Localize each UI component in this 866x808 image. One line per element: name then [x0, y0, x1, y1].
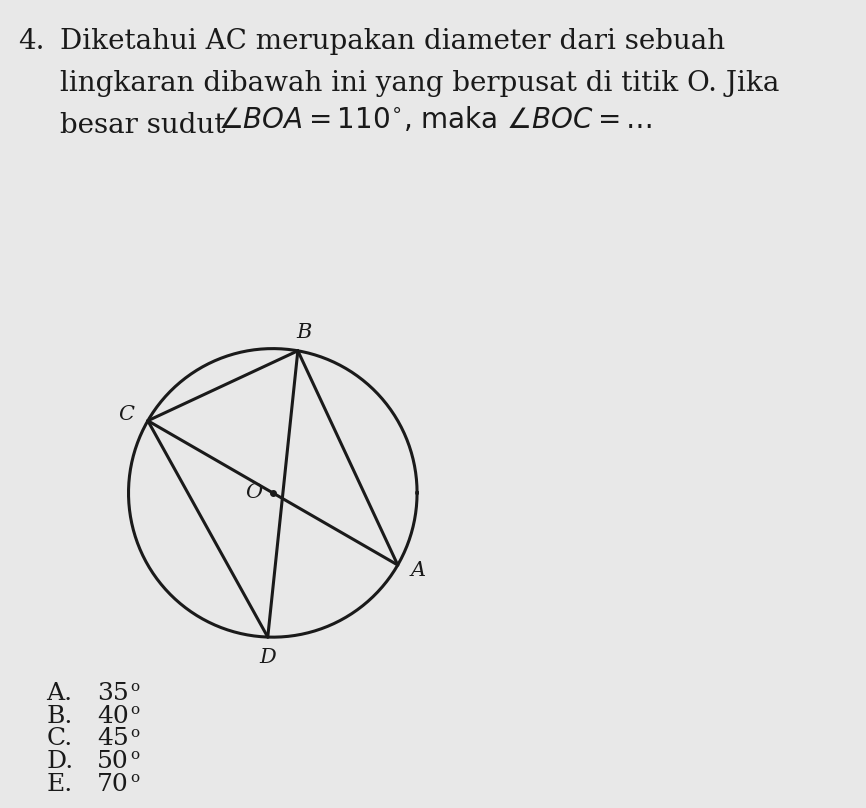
Text: C.: C. — [47, 727, 73, 751]
Text: E.: E. — [47, 772, 73, 796]
Text: B: B — [296, 322, 311, 342]
Text: 35: 35 — [97, 682, 129, 705]
Text: o: o — [130, 726, 139, 739]
Text: D.: D. — [47, 750, 74, 773]
Text: A.: A. — [47, 682, 73, 705]
Text: o: o — [130, 680, 139, 694]
Text: 70: 70 — [97, 772, 129, 796]
Text: B.: B. — [47, 705, 73, 728]
Text: $\angle BOA = 110^{\circ}$, maka $\angle BOC = \ldots$: $\angle BOA = 110^{\circ}$, maka $\angle… — [218, 105, 652, 134]
Text: 45: 45 — [97, 727, 129, 751]
Text: o: o — [130, 748, 139, 762]
Text: Diketahui AC merupakan diameter dari sebuah: Diketahui AC merupakan diameter dari seb… — [60, 28, 725, 55]
Text: lingkaran dibawah ini yang berpusat di titik O. Jika: lingkaran dibawah ini yang berpusat di t… — [60, 70, 779, 97]
Text: besar sudut: besar sudut — [60, 112, 235, 139]
Text: C: C — [118, 406, 134, 424]
Text: 40: 40 — [97, 705, 129, 728]
Text: A: A — [410, 562, 425, 580]
Text: O: O — [245, 483, 262, 503]
Text: 4.: 4. — [18, 28, 44, 55]
Text: D: D — [260, 648, 276, 667]
Text: o: o — [130, 703, 139, 717]
Text: o: o — [130, 771, 139, 785]
Text: 50: 50 — [97, 750, 129, 773]
